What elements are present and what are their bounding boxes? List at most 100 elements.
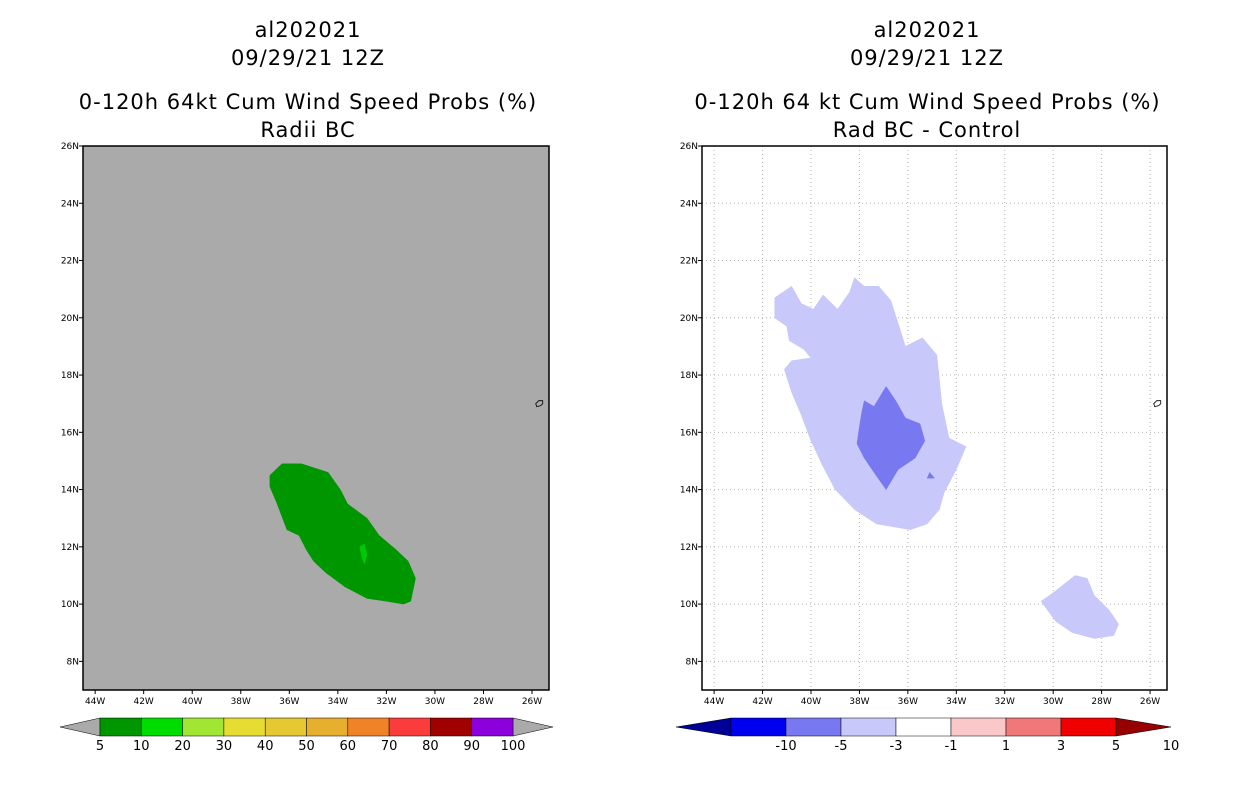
colorbar-label-right-3: -1 xyxy=(945,739,958,754)
xtick-label-right-3: 38W xyxy=(849,697,869,707)
colorbar-label-left-5: 50 xyxy=(298,739,315,754)
colorbar-box-left-4 xyxy=(264,717,307,737)
ytick-label-right-8: 10N xyxy=(680,600,698,610)
colorbar-arrow-left-right xyxy=(675,717,732,737)
colorbar-box-left-5 xyxy=(306,717,349,737)
island-outline-right xyxy=(1153,400,1162,408)
ytick-label-left-0: 26N xyxy=(61,142,79,152)
right-title-date: 09/29/21 12Z xyxy=(849,46,1005,70)
colorbar-label-right-4: 1 xyxy=(1002,739,1010,754)
ytick-label-left-2: 22N xyxy=(61,257,79,267)
ytick-label-right-7: 12N xyxy=(680,543,698,553)
colorbar-label-left-7: 70 xyxy=(381,739,398,754)
colorbar-box-right-6 xyxy=(1060,717,1117,737)
xtick-label-left-9: 26W xyxy=(522,697,542,707)
xtick-label-left-8: 28W xyxy=(473,697,493,707)
xtick-label-right-9: 26W xyxy=(1140,697,1160,707)
ytick-label-left-8: 10N xyxy=(61,600,79,610)
colorbar-label-left-4: 40 xyxy=(257,739,274,754)
ytick-label-right-9: 8N xyxy=(686,657,698,667)
colorbar-label-right-1: -5 xyxy=(835,739,848,754)
colorbar-box-right-3 xyxy=(895,717,952,737)
colorbar-label-left-9: 90 xyxy=(463,739,480,754)
colorbar-arrow-right-left xyxy=(512,717,554,737)
colorbar-box-left-6 xyxy=(347,717,390,737)
left-title-subtitle: Radii BC xyxy=(260,118,356,142)
ytick-label-left-5: 16N xyxy=(61,428,79,438)
xtick-label-left-4: 36W xyxy=(279,697,299,707)
colorbar-label-left-0: 5 xyxy=(96,739,104,754)
ytick-label-left-9: 8N xyxy=(67,657,79,667)
ytick-label-left-7: 12N xyxy=(61,543,79,553)
contour-right-diff-neg3-neg1-south xyxy=(1040,575,1119,639)
colorbar-box-right-2 xyxy=(840,717,897,737)
colorbar-label-right-7: 10 xyxy=(1163,739,1180,754)
contour-right-diff-neg3-neg1-main xyxy=(774,277,967,530)
colorbar-label-left-3: 30 xyxy=(216,739,233,754)
left-title-storm: al202021 xyxy=(254,18,362,42)
colorbar-label-left-8: 80 xyxy=(422,739,439,754)
xtick-label-right-7: 30W xyxy=(1043,697,1063,707)
colorbar-box-right-1 xyxy=(785,717,842,737)
ytick-label-left-3: 20N xyxy=(61,314,79,324)
ytick-label-right-1: 24N xyxy=(680,199,698,209)
xtick-label-left-2: 40W xyxy=(182,697,202,707)
colorbar-box-left-8 xyxy=(430,717,472,737)
xtick-label-right-1: 42W xyxy=(752,697,772,707)
colorbar-label-right-6: 5 xyxy=(1112,739,1120,754)
colorbar-box-left-9 xyxy=(471,717,514,737)
xtick-label-right-0: 44W xyxy=(704,697,724,707)
colorbar-box-left-1 xyxy=(141,717,183,737)
left-title-product: 0-120h 64kt Cum Wind Speed Probs (%) xyxy=(78,90,538,114)
colorbar-label-left-10: 100 xyxy=(501,739,526,754)
island-outline-left xyxy=(535,400,544,408)
ytick-label-right-3: 20N xyxy=(680,314,698,324)
colorbar-arrow-right-right xyxy=(1115,717,1172,737)
colorbar-box-left-7 xyxy=(388,717,431,737)
colorbar-box-right-5 xyxy=(1005,717,1062,737)
ytick-label-left-1: 24N xyxy=(61,199,79,209)
right-title-subtitle: Rad BC - Control xyxy=(832,118,1022,142)
left-title-date: 09/29/21 12Z xyxy=(230,46,386,70)
ytick-label-right-4: 18N xyxy=(680,371,698,381)
xtick-label-right-8: 28W xyxy=(1091,697,1111,707)
ytick-label-right-2: 22N xyxy=(680,257,698,267)
plot-frame-left xyxy=(82,145,550,691)
xtick-label-right-2: 40W xyxy=(801,697,821,707)
contour-right-diff-neg5-neg3 xyxy=(856,386,926,491)
colorbar-label-right-5: 3 xyxy=(1057,739,1065,754)
xtick-label-right-5: 34W xyxy=(946,697,966,707)
ytick-label-right-0: 26N xyxy=(680,142,698,152)
ytick-label-right-5: 16N xyxy=(680,428,698,438)
xtick-label-right-4: 36W xyxy=(898,697,918,707)
colorbar-box-right-4 xyxy=(950,717,1007,737)
colorbar-label-left-1: 10 xyxy=(133,739,150,754)
colorbar-label-left-6: 60 xyxy=(340,739,357,754)
plot-frame-right xyxy=(701,145,1168,691)
colorbar-arrow-left-left xyxy=(59,717,101,737)
colorbar-box-right-0 xyxy=(730,717,787,737)
xtick-label-left-5: 34W xyxy=(328,697,348,707)
xtick-label-left-1: 42W xyxy=(133,697,153,707)
colorbar-box-left-3 xyxy=(223,717,266,737)
xtick-label-left-0: 44W xyxy=(85,697,105,707)
contour-right-diff-neg5-neg3-small xyxy=(926,471,936,479)
xtick-label-left-7: 30W xyxy=(425,697,445,707)
xtick-label-right-6: 32W xyxy=(995,697,1015,707)
contour-left-prob-5-10 xyxy=(269,463,416,605)
colorbar-label-right-0: -10 xyxy=(775,739,796,754)
xtick-label-left-3: 38W xyxy=(231,697,251,707)
colorbar-box-left-2 xyxy=(182,717,225,737)
colorbar-label-right-2: -3 xyxy=(890,739,903,754)
ytick-label-right-6: 14N xyxy=(680,486,698,496)
right-title-storm: al202021 xyxy=(873,18,981,42)
colorbar-box-left-0 xyxy=(99,717,142,737)
plot-background-left xyxy=(83,146,549,690)
ytick-label-left-6: 14N xyxy=(61,486,79,496)
right-title-product: 0-120h 64 kt Cum Wind Speed Probs (%) xyxy=(694,90,1161,114)
ytick-label-left-4: 18N xyxy=(61,371,79,381)
xtick-label-left-6: 32W xyxy=(376,697,396,707)
colorbar-label-left-2: 20 xyxy=(174,739,191,754)
contour-left-prob-10-20 xyxy=(359,543,368,565)
